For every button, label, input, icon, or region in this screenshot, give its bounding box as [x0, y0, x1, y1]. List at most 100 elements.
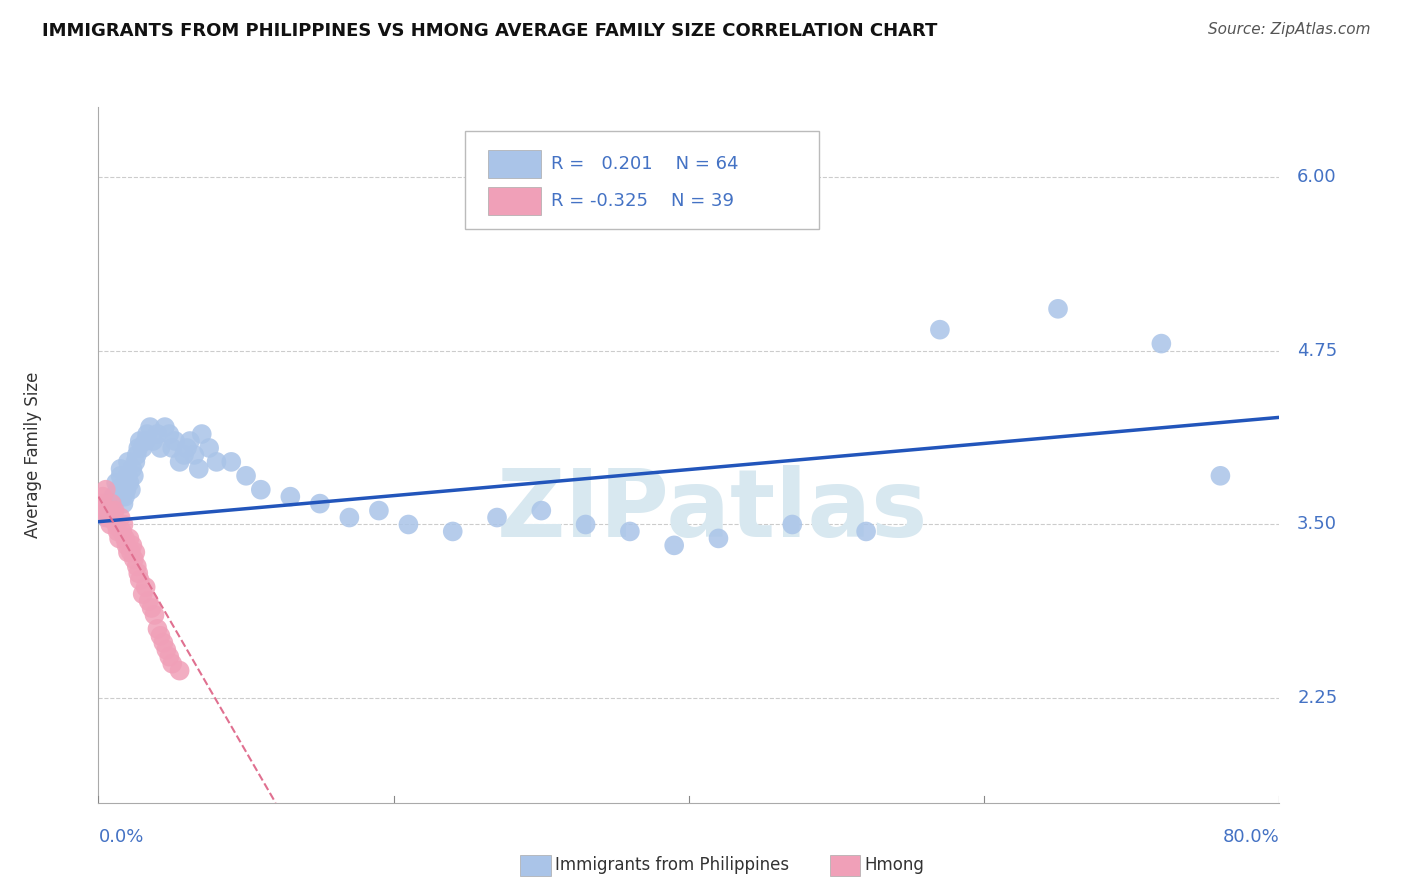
- Point: [187, 462, 209, 476]
- Point: [115, 483, 138, 497]
- Point: [111, 490, 134, 504]
- Point: [103, 490, 125, 504]
- Point: [112, 517, 135, 532]
- Point: [110, 510, 132, 524]
- Bar: [488, 150, 541, 178]
- Point: [153, 420, 176, 434]
- Point: [105, 475, 128, 490]
- Point: [574, 517, 596, 532]
- Text: Hmong: Hmong: [865, 856, 925, 874]
- Point: [110, 468, 132, 483]
- Point: [110, 462, 132, 476]
- Point: [135, 580, 157, 594]
- Point: [94, 510, 117, 524]
- Point: [100, 497, 122, 511]
- Point: [118, 475, 141, 490]
- Point: [107, 483, 129, 497]
- Point: [139, 420, 162, 434]
- Point: [155, 642, 177, 657]
- Point: [107, 524, 129, 539]
- Text: 3.50: 3.50: [1298, 516, 1337, 533]
- Point: [162, 657, 183, 671]
- Point: [128, 573, 150, 587]
- Point: [278, 490, 302, 504]
- FancyBboxPatch shape: [464, 131, 818, 229]
- Point: [120, 483, 142, 497]
- Point: [132, 441, 155, 455]
- Point: [117, 455, 139, 469]
- Text: Immigrants from Philippines: Immigrants from Philippines: [555, 856, 790, 874]
- Point: [114, 490, 136, 504]
- Text: ZIPatlas: ZIPatlas: [496, 465, 928, 557]
- Point: [142, 434, 165, 448]
- Point: [97, 503, 120, 517]
- Text: Average Family Size: Average Family Size: [24, 372, 42, 538]
- Point: [108, 532, 131, 546]
- Point: [368, 503, 391, 517]
- Point: [530, 503, 553, 517]
- Point: [103, 503, 125, 517]
- Point: [135, 434, 157, 448]
- Point: [157, 649, 180, 664]
- Point: [98, 497, 121, 511]
- Point: [94, 483, 117, 497]
- Point: [149, 629, 172, 643]
- Point: [146, 622, 169, 636]
- Text: 0.0%: 0.0%: [98, 828, 143, 846]
- Point: [396, 517, 419, 532]
- Point: [112, 497, 135, 511]
- Point: [337, 510, 360, 524]
- Text: Source: ZipAtlas.com: Source: ZipAtlas.com: [1208, 22, 1371, 37]
- Text: 6.00: 6.00: [1298, 168, 1337, 186]
- Point: [141, 601, 163, 615]
- Point: [441, 524, 464, 539]
- Text: 2.25: 2.25: [1298, 690, 1337, 707]
- Point: [782, 517, 804, 532]
- Point: [169, 664, 191, 678]
- Point: [664, 538, 686, 552]
- Point: [103, 510, 125, 524]
- Point: [165, 434, 187, 448]
- Point: [98, 517, 121, 532]
- Point: [157, 427, 180, 442]
- Point: [125, 448, 148, 462]
- Point: [93, 503, 115, 517]
- Point: [183, 448, 205, 462]
- Point: [118, 532, 141, 546]
- Point: [205, 455, 228, 469]
- Point: [235, 468, 257, 483]
- Point: [173, 448, 195, 462]
- Point: [309, 497, 332, 511]
- Point: [146, 427, 169, 442]
- Point: [124, 545, 146, 559]
- Point: [138, 594, 160, 608]
- Point: [928, 323, 950, 337]
- Point: [91, 490, 114, 504]
- Point: [149, 441, 172, 455]
- Point: [120, 545, 142, 559]
- Text: R = -0.325    N = 39: R = -0.325 N = 39: [551, 192, 734, 210]
- Point: [1150, 336, 1173, 351]
- Point: [124, 455, 146, 469]
- Point: [198, 441, 221, 455]
- Point: [122, 468, 145, 483]
- Point: [117, 545, 139, 559]
- Point: [117, 468, 139, 483]
- Text: 4.75: 4.75: [1298, 342, 1337, 359]
- Text: 80.0%: 80.0%: [1223, 828, 1279, 846]
- Point: [1209, 468, 1232, 483]
- Point: [105, 517, 128, 532]
- Point: [176, 441, 198, 455]
- Point: [127, 566, 149, 581]
- Point: [855, 524, 877, 539]
- Point: [122, 552, 145, 566]
- Point: [114, 532, 136, 546]
- Point: [707, 532, 730, 546]
- Bar: [488, 187, 541, 215]
- Text: R =   0.201    N = 64: R = 0.201 N = 64: [551, 155, 738, 173]
- Point: [250, 483, 273, 497]
- Point: [162, 441, 183, 455]
- Point: [127, 441, 149, 455]
- Point: [104, 503, 127, 517]
- Text: IMMIGRANTS FROM PHILIPPINES VS HMONG AVERAGE FAMILY SIZE CORRELATION CHART: IMMIGRANTS FROM PHILIPPINES VS HMONG AVE…: [42, 22, 938, 40]
